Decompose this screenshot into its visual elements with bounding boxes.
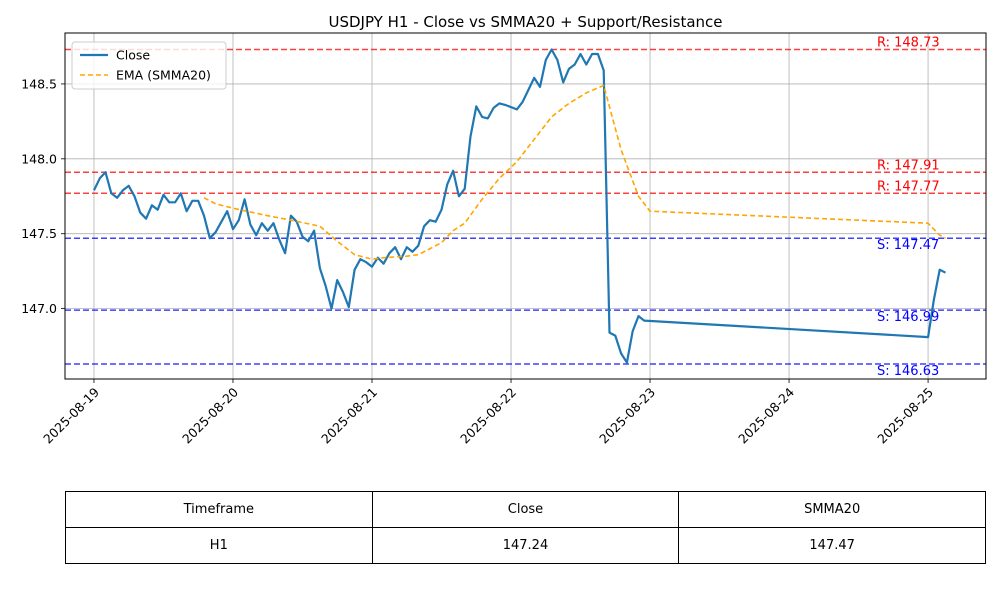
legend-close-label: Close <box>116 48 150 63</box>
resistance-label: R: 147.91 <box>877 158 940 173</box>
legend: Close EMA (SMMA20) <box>71 41 227 90</box>
y-tick-label: 148.0 <box>21 151 57 166</box>
price-chart: USDJPY H1 - Close vs SMMA20 + Support/Re… <box>21 13 987 446</box>
y-tick-label: 148.5 <box>21 76 57 91</box>
table-header-cell: SMMA20 <box>678 491 986 528</box>
axis-ticks: 2025-08-19 2025-08-20 2025-08-21 2025-08-22… <box>21 76 936 446</box>
table-cell-smma20: 147.47 <box>678 527 986 564</box>
table-cell-close: 147.24 <box>371 527 680 564</box>
table-cell-timeframe: H1 <box>65 527 373 564</box>
x-tick-label: 2025-08-20 <box>179 384 241 446</box>
table-header-cell: Timeframe <box>65 491 373 528</box>
summary-table: Timeframe Close SMMA20 H1 147.24 147.47 <box>65 491 986 564</box>
y-tick-label: 147.0 <box>21 301 57 316</box>
table-header-cell: Close <box>371 491 680 528</box>
legend-smma-label: EMA (SMMA20) <box>116 68 211 83</box>
y-tick-label: 147.5 <box>21 226 57 241</box>
x-tick-label: 2025-08-19 <box>40 384 102 446</box>
level-labels: R: 148.73 R: 147.91 R: 147.77 S: 147.47 S: 1… <box>877 35 940 379</box>
x-tick-label: 2025-08-23 <box>596 385 658 447</box>
x-tick-label: 2025-08-24 <box>735 384 797 446</box>
x-tick-label: 2025-08-25 <box>874 385 936 447</box>
legend-box <box>71 41 227 90</box>
plot-frame <box>64 32 987 380</box>
support-label: S: 146.63 <box>877 364 939 379</box>
table-header-row: Timeframe Close SMMA20 <box>65 491 986 528</box>
support-label: S: 146.99 <box>877 310 939 325</box>
data-series <box>93 48 947 364</box>
resistance-label: R: 147.77 <box>877 179 940 194</box>
support-label: S: 147.47 <box>877 238 939 253</box>
resistance-label: R: 148.73 <box>877 35 940 50</box>
chart-title: USDJPY H1 - Close vs SMMA20 + Support/Re… <box>328 13 722 31</box>
x-tick-label: 2025-08-21 <box>318 385 380 447</box>
table-row: H1 147.24 147.47 <box>65 527 986 564</box>
x-tick-label: 2025-08-22 <box>457 385 519 447</box>
